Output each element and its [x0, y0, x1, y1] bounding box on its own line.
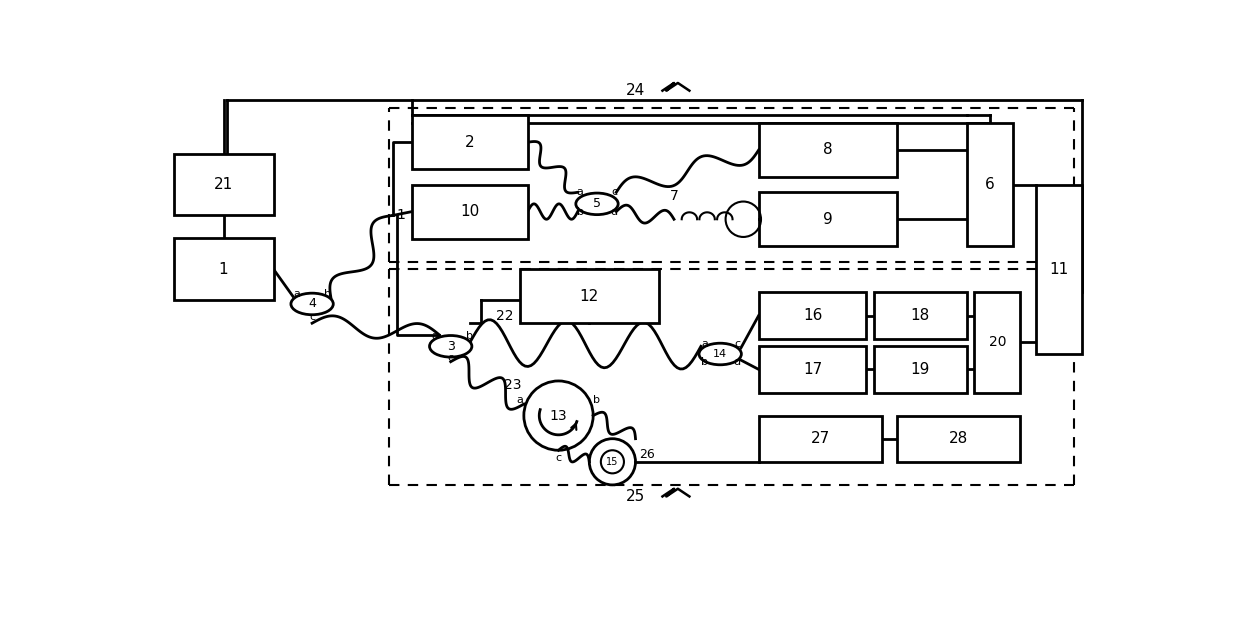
- Text: 28: 28: [950, 431, 968, 446]
- Bar: [874, 292, 967, 339]
- Ellipse shape: [429, 335, 472, 357]
- Text: c: c: [734, 339, 740, 349]
- Text: 15: 15: [606, 457, 619, 467]
- Bar: [975, 292, 1021, 392]
- Ellipse shape: [699, 343, 742, 365]
- Text: 14: 14: [713, 349, 728, 359]
- Text: 5: 5: [593, 197, 601, 211]
- Bar: [174, 154, 274, 216]
- Bar: [759, 292, 867, 339]
- Bar: [759, 415, 882, 462]
- Text: 3: 3: [446, 340, 455, 353]
- Text: 18: 18: [910, 308, 930, 323]
- Text: 26: 26: [639, 447, 655, 461]
- Text: a: a: [517, 395, 523, 405]
- Text: 27: 27: [811, 431, 830, 446]
- Text: a: a: [432, 332, 439, 341]
- Text: 13: 13: [549, 408, 568, 422]
- Text: b: b: [466, 332, 474, 341]
- Bar: [412, 184, 528, 239]
- Text: 19: 19: [910, 362, 930, 377]
- Bar: [898, 415, 1021, 462]
- Text: 8: 8: [823, 143, 833, 157]
- Text: 4: 4: [309, 298, 316, 310]
- Text: a: a: [577, 188, 584, 197]
- Text: 16: 16: [804, 308, 822, 323]
- Text: d: d: [734, 356, 740, 367]
- Bar: [759, 346, 867, 392]
- Text: 1: 1: [218, 262, 228, 276]
- Text: 22: 22: [496, 308, 513, 323]
- Text: 12: 12: [579, 289, 599, 304]
- Ellipse shape: [575, 193, 619, 214]
- Text: 21: 21: [215, 177, 233, 192]
- Text: 20: 20: [988, 335, 1006, 349]
- Text: b: b: [577, 207, 584, 216]
- Text: 10: 10: [460, 204, 480, 219]
- Text: a: a: [702, 339, 708, 349]
- Text: 7: 7: [670, 189, 678, 203]
- Text: 2: 2: [465, 135, 475, 150]
- Text: c: c: [556, 453, 562, 463]
- Ellipse shape: [291, 293, 334, 315]
- Bar: [874, 346, 967, 392]
- Text: 17: 17: [804, 362, 822, 377]
- Bar: [174, 239, 274, 300]
- Text: 1: 1: [397, 209, 405, 222]
- Text: 23: 23: [503, 378, 521, 392]
- Text: d: d: [610, 207, 618, 216]
- Text: b: b: [324, 289, 331, 299]
- Text: a: a: [294, 289, 300, 299]
- Text: c: c: [611, 188, 618, 197]
- Text: b: b: [594, 395, 600, 405]
- Text: c: c: [448, 353, 454, 363]
- Bar: [967, 123, 1013, 246]
- Text: 25: 25: [626, 489, 645, 504]
- Bar: [1035, 184, 1083, 354]
- Bar: [759, 123, 898, 177]
- Bar: [759, 192, 898, 246]
- Text: 6: 6: [985, 177, 994, 192]
- Text: b: b: [702, 356, 708, 367]
- Text: c: c: [309, 312, 315, 322]
- Bar: [412, 115, 528, 169]
- Text: 11: 11: [1049, 262, 1069, 276]
- Bar: [520, 269, 658, 323]
- Text: 9: 9: [823, 212, 833, 227]
- Text: 24: 24: [626, 83, 645, 98]
